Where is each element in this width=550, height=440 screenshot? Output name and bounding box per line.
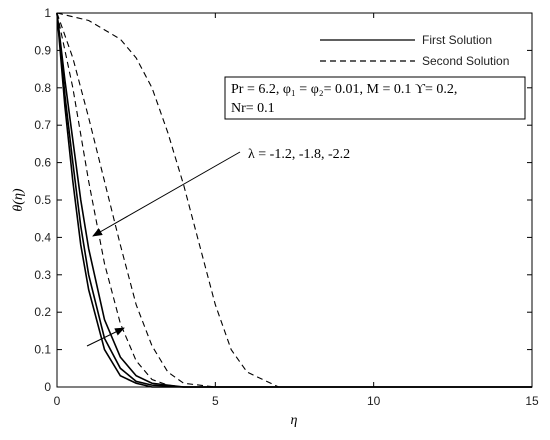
annotation: Pr = 6.2, φ₁ = φ₂= 0.01, M = 0.1 ϒ= 0.2,	[231, 82, 457, 97]
y-tick-label: 0.4	[34, 230, 51, 244]
annotation: λ = -1.2, -1.8, -2.2	[248, 147, 350, 162]
legend-label: Second Solution	[422, 54, 509, 68]
x-tick-label: 5	[212, 394, 219, 408]
y-tick-label: 0	[44, 380, 51, 394]
x-tick-label: 0	[54, 394, 61, 408]
y-tick-label: 0.5	[34, 193, 51, 207]
line-series	[56, 12, 532, 388]
annotation-box	[224, 76, 526, 120]
line-series	[56, 12, 532, 388]
x-tick-label: 10	[367, 394, 381, 408]
y-tick-label: 0.9	[34, 43, 51, 57]
y-tick-label: 1	[44, 6, 51, 20]
x-axis-label: η	[291, 413, 298, 428]
y-tick-label: 0.8	[34, 81, 51, 95]
plot-frame	[56, 12, 533, 388]
y-tick-label: 0.3	[34, 268, 51, 282]
y-tick-label: 0.7	[34, 118, 51, 132]
arrow	[92, 151, 241, 237]
x-tick-label: 15	[525, 394, 539, 408]
y-tick-label: 0.1	[34, 343, 51, 357]
y-axis-label: θ(η)	[11, 188, 26, 211]
legend-label: First Solution	[422, 33, 492, 47]
legend	[300, 28, 528, 72]
y-tick-label: 0.6	[34, 156, 51, 170]
arrow	[86, 327, 125, 347]
line-series	[56, 12, 532, 388]
annotation: Nr= 0.1	[231, 101, 275, 116]
y-tick-label: 0.2	[34, 305, 51, 319]
line-series	[56, 12, 532, 388]
line-series	[56, 12, 532, 388]
